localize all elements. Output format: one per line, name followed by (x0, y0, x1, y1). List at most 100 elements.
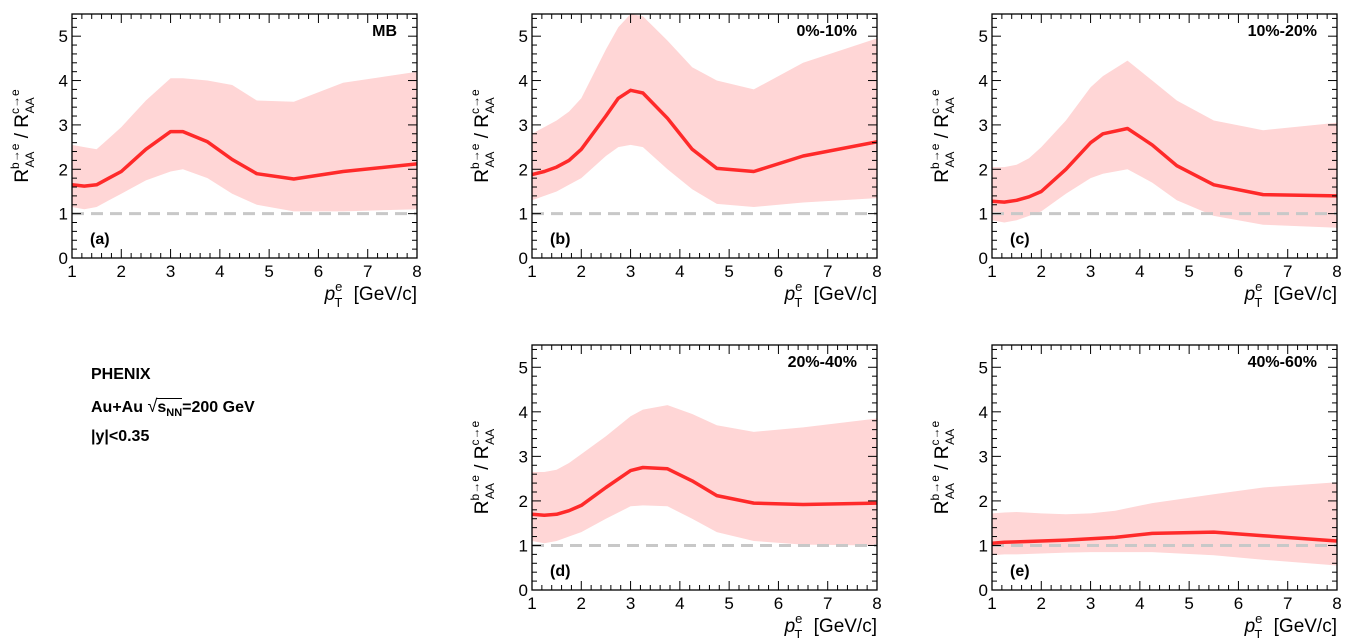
y-tick-label: 3 (59, 116, 68, 135)
x-tick-label: 8 (1332, 594, 1341, 613)
y-tick-label: 0 (59, 249, 68, 268)
x-tick-label: 5 (1184, 262, 1193, 281)
y-tick-label: 2 (979, 160, 988, 179)
y-tick-label: 4 (59, 72, 68, 91)
x-tick-label: 4 (675, 594, 684, 613)
y-tick-label: 4 (979, 72, 988, 91)
x-tick-label: 4 (215, 262, 224, 281)
x-axis-label: pe T [GeV/c] (784, 611, 877, 638)
x-tick-label: 5 (724, 594, 733, 613)
plot-area (992, 60, 1337, 228)
plot-area (72, 71, 417, 216)
y-tick-label: 5 (979, 27, 988, 46)
x-tick-label: 1 (527, 594, 536, 613)
x-tick-label: 2 (117, 262, 126, 281)
x-tick-label: 5 (264, 262, 273, 281)
panel-title: 40%-60% (1248, 354, 1317, 371)
y-tick-label: 4 (519, 403, 528, 422)
y-tick-label: 3 (519, 447, 528, 466)
uncertainty-band (72, 71, 417, 212)
uncertainty-band (532, 14, 877, 207)
y-tick-label: 2 (519, 160, 528, 179)
x-tick-label: 3 (626, 594, 635, 613)
x-tick-label: 8 (872, 262, 881, 281)
panel-title: 10%-20% (1248, 23, 1317, 40)
x-tick-label: 7 (1283, 594, 1292, 613)
y-axis-label: Rb→eAA / Rc→eAA (468, 421, 497, 515)
x-tick-label: 4 (1135, 262, 1144, 281)
panel-label: (b) (550, 231, 570, 248)
x-tick-label: 1 (987, 262, 996, 281)
y-tick-label: 0 (979, 581, 988, 600)
ratio-curve (992, 530, 1337, 545)
sqrt-argument: sNN (157, 398, 183, 420)
y-tick-label: 1 (979, 536, 988, 555)
plot-area (532, 405, 877, 547)
x-tick-label: 4 (1135, 594, 1144, 613)
plot-frame (531, 344, 878, 591)
panel-label: (d) (550, 563, 570, 580)
rapidity-cut-label: |y|<0.35 (91, 428, 150, 445)
plot-area (992, 482, 1337, 566)
y-axis-label: Rb→eAA / Rc→eAA (928, 89, 957, 183)
x-tick-label: 3 (1086, 262, 1095, 281)
uncertainty-band (992, 482, 1337, 566)
x-tick-label: 6 (1234, 594, 1243, 613)
x-tick-label: 3 (166, 262, 175, 281)
energy-value: =200 GeV (182, 399, 255, 416)
x-tick-label: 8 (412, 262, 421, 281)
collision-system-label: Au+Au √sNN=200 GeV (91, 396, 255, 421)
panel-label: (c) (1010, 231, 1030, 248)
x-tick-label: 5 (1184, 594, 1193, 613)
sqrt-symbol: √ (147, 396, 158, 416)
y-tick-label: 5 (59, 27, 68, 46)
x-tick-label: 1 (67, 262, 76, 281)
y-tick-label: 1 (519, 536, 528, 555)
y-tick-label: 0 (519, 581, 528, 600)
panel-title: MB (372, 23, 397, 40)
panel-label: (a) (90, 231, 110, 248)
x-tick-label: 3 (1086, 594, 1095, 613)
y-tick-label: 3 (979, 116, 988, 135)
x-tick-label: 2 (1037, 594, 1046, 613)
plot-frame (991, 344, 1338, 591)
y-axis-label: Rb→eAA / Rc→eAA (928, 421, 957, 515)
ratio-curve (532, 88, 877, 177)
panel-label: (e) (1010, 563, 1030, 580)
x-tick-label: 3 (626, 262, 635, 281)
y-tick-label: 4 (519, 72, 528, 91)
y-tick-label: 5 (519, 27, 528, 46)
y-tick-label: 0 (979, 249, 988, 268)
collision-label: Au+Au (91, 399, 143, 416)
x-tick-label: 6 (314, 262, 323, 281)
x-tick-label: 4 (675, 262, 684, 281)
y-tick-label: 2 (979, 492, 988, 511)
x-tick-label: 7 (363, 262, 372, 281)
x-tick-label: 8 (1332, 262, 1341, 281)
y-tick-label: 3 (519, 116, 528, 135)
x-tick-label: 6 (774, 594, 783, 613)
y-tick-label: 3 (979, 447, 988, 466)
x-tick-label: 7 (823, 594, 832, 613)
y-tick-label: 5 (519, 358, 528, 377)
x-tick-label: 2 (1037, 262, 1046, 281)
plot-area (532, 14, 877, 216)
x-tick-label: 1 (527, 262, 536, 281)
plot-frame (71, 13, 418, 259)
plot-frame (991, 13, 1338, 259)
y-tick-label: 0 (519, 249, 528, 268)
x-axis-label: pe T [GeV/c] (784, 279, 877, 310)
ratio-curve (72, 129, 417, 188)
ratio-curve (992, 126, 1337, 204)
x-tick-label: 7 (1283, 262, 1292, 281)
x-tick-label: 6 (774, 262, 783, 281)
plot-frame (531, 13, 878, 259)
y-tick-label: 1 (519, 205, 528, 224)
x-tick-label: 1 (987, 594, 996, 613)
panel-title: 20%-40% (788, 354, 857, 371)
x-tick-label: 8 (872, 594, 881, 613)
y-tick-label: 1 (979, 205, 988, 224)
y-tick-label: 2 (519, 492, 528, 511)
